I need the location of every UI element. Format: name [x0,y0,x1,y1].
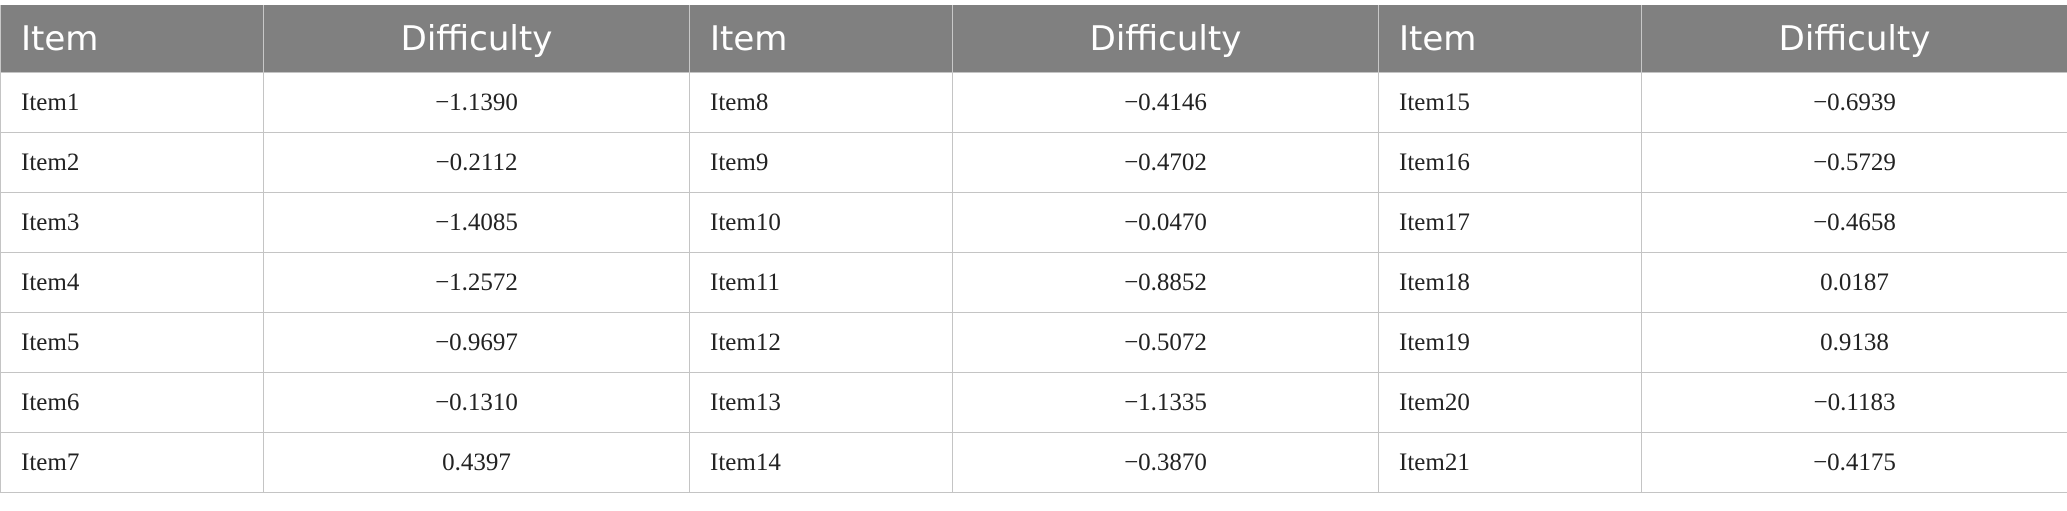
item-cell: Item3 [0,192,264,253]
difficulty-cell: −0.4175 [1641,432,2067,493]
difficulty-cell: −0.4702 [952,132,1379,193]
difficulty-cell: −0.1310 [263,372,690,433]
item-cell: Item4 [0,252,264,313]
table-row: Item6 −0.1310 Item13 −1.1335 Item20 −0.1… [0,372,2067,433]
item-cell: Item14 [689,432,953,493]
column-header-difficulty: Difficulty [263,5,690,73]
column-header-item: Item [689,5,953,73]
difficulty-cell: 0.4397 [263,432,690,493]
column-header-item: Item [1378,5,1642,73]
header-row: Item Difficulty Item Difficulty Item Dif… [0,5,2067,73]
table-row: Item5 −0.9697 Item12 −0.5072 Item19 0.91… [0,312,2067,373]
item-cell: Item9 [689,132,953,193]
difficulty-cell: −0.8852 [952,252,1379,313]
difficulty-cell: −0.4658 [1641,192,2067,253]
difficulty-cell: −0.5072 [952,312,1379,373]
difficulty-cell: −1.2572 [263,252,690,313]
table-row: Item4 −1.2572 Item11 −0.8852 Item18 0.01… [0,252,2067,313]
item-cell: Item8 [689,72,953,133]
column-header-difficulty: Difficulty [1641,5,2067,73]
item-cell: Item18 [1378,252,1642,313]
difficulty-cell: −1.1390 [263,72,690,133]
difficulty-cell: −0.1183 [1641,372,2067,433]
column-header-item: Item [0,5,264,73]
item-cell: Item7 [0,432,264,493]
table-row: Item3 −1.4085 Item10 −0.0470 Item17 −0.4… [0,192,2067,253]
difficulty-cell: −1.1335 [952,372,1379,433]
item-cell: Item11 [689,252,953,313]
difficulty-cell: −0.5729 [1641,132,2067,193]
item-cell: Item1 [0,72,264,133]
item-cell: Item2 [0,132,264,193]
item-cell: Item19 [1378,312,1642,373]
table-body: Item1 −1.1390 Item8 −0.4146 Item15 −0.69… [0,72,2067,493]
table-row: Item1 −1.1390 Item8 −0.4146 Item15 −0.69… [0,72,2067,133]
difficulty-cell: −0.3870 [952,432,1379,493]
table-row: Item7 0.4397 Item14 −0.3870 Item21 −0.41… [0,432,2067,493]
table-row: Item2 −0.2112 Item9 −0.4702 Item16 −0.57… [0,132,2067,193]
difficulty-cell: −0.6939 [1641,72,2067,133]
difficulty-cell: 0.9138 [1641,312,2067,373]
item-cell: Item12 [689,312,953,373]
item-cell: Item21 [1378,432,1642,493]
item-cell: Item17 [1378,192,1642,253]
difficulty-cell: −0.9697 [263,312,690,373]
difficulty-table: Item Difficulty Item Difficulty Item Dif… [0,5,2067,493]
difficulty-cell: −0.2112 [263,132,690,193]
item-cell: Item10 [689,192,953,253]
item-cell: Item15 [1378,72,1642,133]
difficulty-cell: 0.0187 [1641,252,2067,313]
item-cell: Item13 [689,372,953,433]
column-header-difficulty: Difficulty [952,5,1379,73]
item-cell: Item20 [1378,372,1642,433]
item-cell: Item5 [0,312,264,373]
difficulty-cell: −1.4085 [263,192,690,253]
difficulty-cell: −0.4146 [952,72,1379,133]
item-cell: Item16 [1378,132,1642,193]
item-cell: Item6 [0,372,264,433]
difficulty-cell: −0.0470 [952,192,1379,253]
